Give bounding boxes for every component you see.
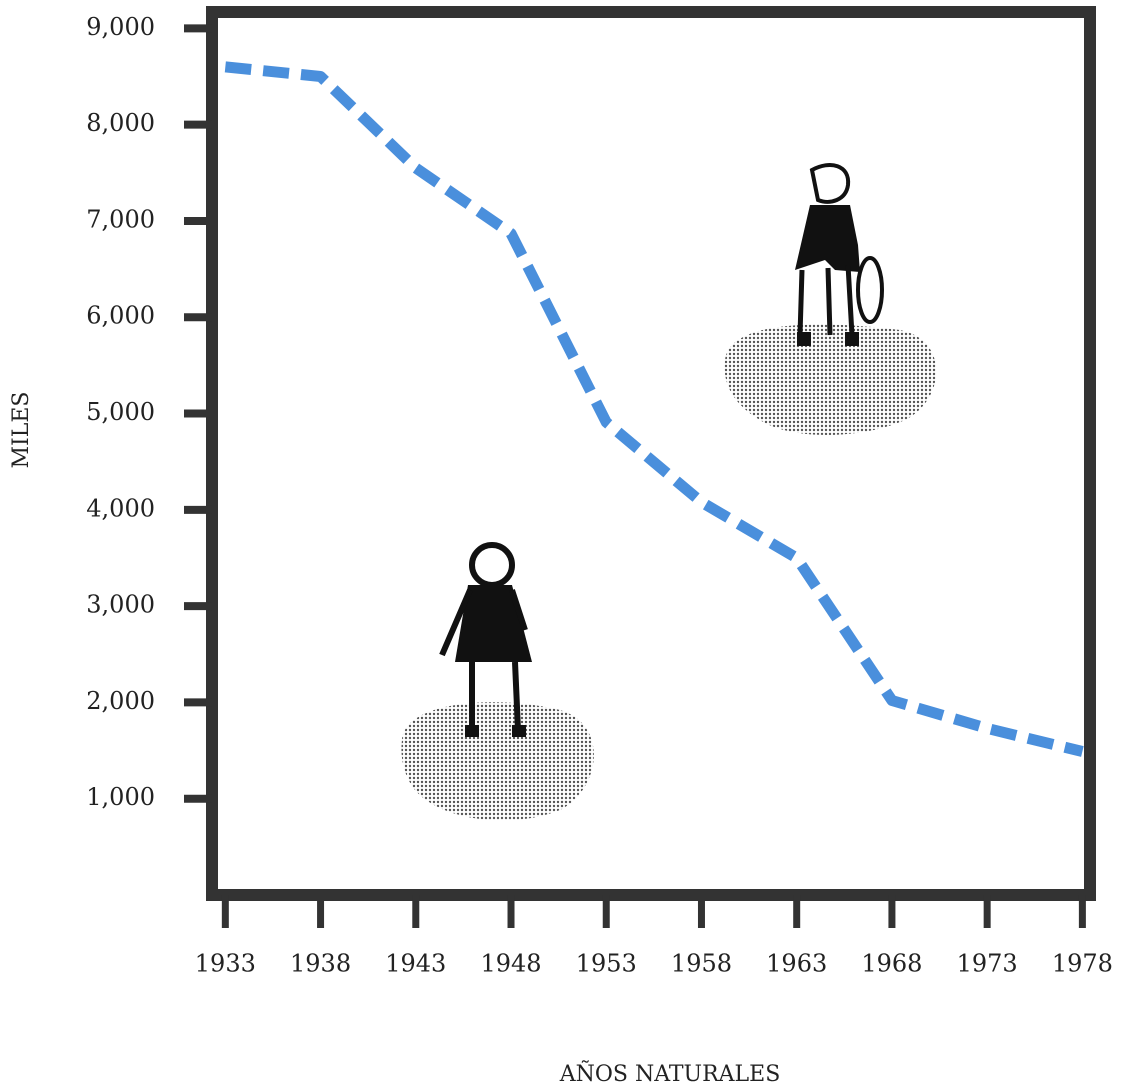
- y-tick-label: 6,000: [86, 302, 155, 330]
- y-tick-label: 1,000: [86, 783, 155, 811]
- x-tick-label: 1948: [480, 950, 541, 978]
- plot-frame: [206, 6, 1096, 901]
- y-tick-label: 4,000: [86, 494, 155, 522]
- y-tick-label: 9,000: [86, 13, 155, 41]
- x-tick-label: 1958: [671, 950, 732, 978]
- x-tick-label: 1933: [195, 950, 256, 978]
- y-tick-label: 5,000: [86, 398, 155, 426]
- illustration-girl: [401, 542, 594, 821]
- x-tick-label: 1963: [766, 950, 827, 978]
- y-axis-label: MILES: [9, 392, 34, 469]
- y-tick-label: 2,000: [86, 687, 155, 715]
- data-line: [224, 61, 1084, 757]
- x-tick-label: 1973: [957, 950, 1018, 978]
- x-tick-label: 1978: [1052, 950, 1113, 978]
- y-tick-label: 3,000: [86, 591, 155, 619]
- y-tick-label: 8,000: [86, 109, 155, 137]
- x-axis-label: AÑOS NATURALES: [559, 1059, 781, 1087]
- x-tick-label: 1938: [290, 950, 351, 978]
- y-tick-label: 7,000: [86, 205, 155, 233]
- x-tick-label: 1953: [576, 950, 637, 978]
- x-tick-label: 1943: [385, 950, 446, 978]
- illustration-boy: [724, 163, 937, 435]
- x-tick-label: 1968: [861, 950, 922, 978]
